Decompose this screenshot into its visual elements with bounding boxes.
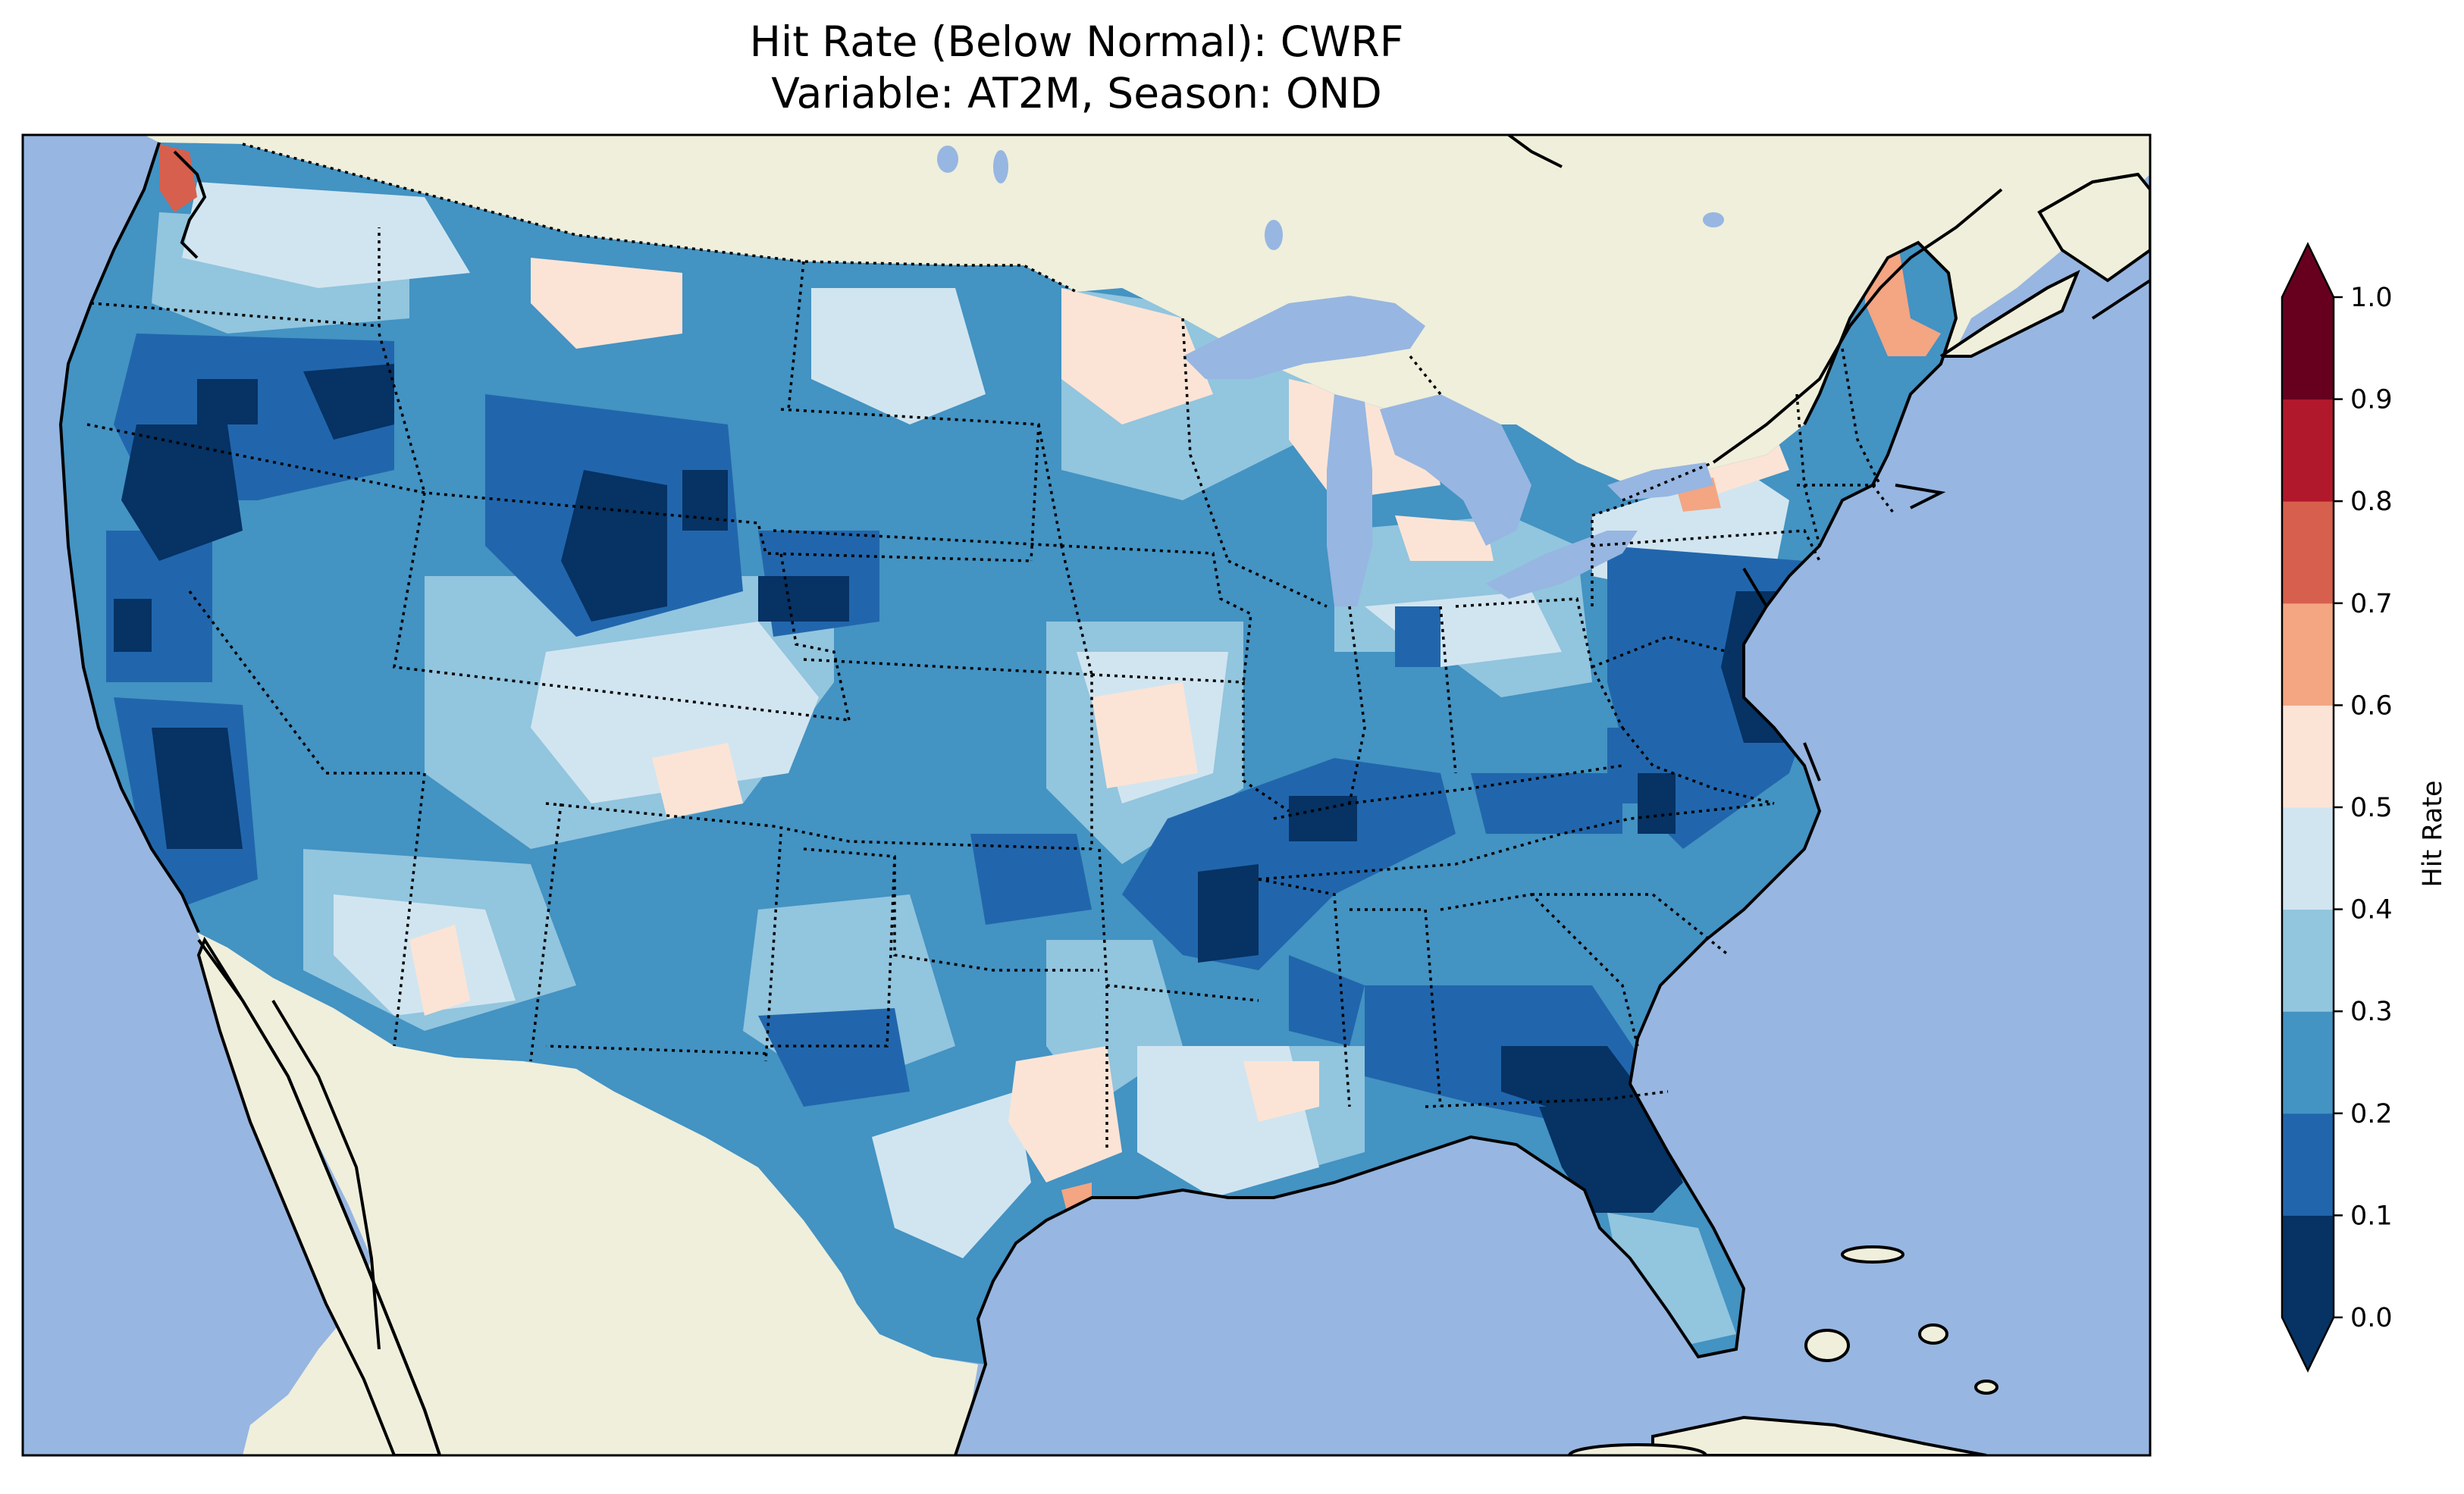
bahama-island xyxy=(1974,1380,1998,1395)
bahama-island xyxy=(1804,1329,1850,1362)
colorbar-segment xyxy=(2282,807,2334,910)
st-lawrence xyxy=(1712,188,2003,464)
map-frame xyxy=(21,133,2152,1457)
lake xyxy=(1265,220,1283,250)
chart-title-line1: Hit Rate (Below Normal): CWRF xyxy=(749,17,1404,66)
lake-huron xyxy=(1380,394,1531,546)
lake-erie xyxy=(1486,531,1638,599)
coastlines xyxy=(58,142,1958,1455)
colorbar-tick-label: 0.1 xyxy=(2350,1201,2393,1231)
colorbar: 0.0 0.1 0.2 0.3 0.4 0.5 0.6 0.7 0.8 0.9 1.0 xyxy=(2281,242,2393,1373)
colorbar-tick-label: 0.7 xyxy=(2350,589,2393,619)
colorbar-tick-label: 0.0 xyxy=(2350,1303,2393,1333)
colorbar-tick-label: 0.9 xyxy=(2350,385,2393,415)
lake-ontario xyxy=(1607,462,1713,500)
colorbar-tick-label: 1.0 xyxy=(2350,283,2393,313)
lake xyxy=(937,146,958,173)
colorbar-segment xyxy=(2282,501,2334,604)
lake-michigan xyxy=(1327,394,1372,606)
colorbar-tick-label: 0.5 xyxy=(2350,793,2393,823)
colorbar-tick-label: 0.8 xyxy=(2350,487,2393,517)
cuba-west-land xyxy=(1568,1443,1707,1455)
colorbar-segment xyxy=(2282,705,2334,808)
colorbar-tick-label: 0.4 xyxy=(2350,895,2393,926)
colorbar-segment xyxy=(2282,297,2334,400)
colorbar-extend-max xyxy=(2282,244,2334,297)
lake xyxy=(993,150,1008,183)
lake-superior xyxy=(1183,296,1425,379)
colorbar-segment xyxy=(2282,603,2334,706)
colorbar-segment xyxy=(2282,1113,2334,1216)
canada-land xyxy=(23,135,2150,485)
colorbar-segment xyxy=(2282,909,2334,1012)
state-borders xyxy=(86,143,1897,1152)
cuba-land xyxy=(1651,1415,1987,1455)
colorbar-segment xyxy=(2282,399,2334,502)
mexico-land xyxy=(197,932,978,1455)
bahama-island xyxy=(1918,1323,1948,1345)
colorbar-label: Hit Rate xyxy=(2418,780,2448,887)
chart-title-line2: Variable: AT2M, Season: OND xyxy=(771,69,1382,117)
lake xyxy=(1703,212,1724,227)
colorbar-segment xyxy=(2282,1011,2334,1114)
canada-coastline xyxy=(1507,135,2150,358)
colorbar-tick-label: 0.6 xyxy=(2350,691,2393,721)
colorbar-extend-min xyxy=(2282,1317,2334,1370)
colorbar-tick-label: 0.3 xyxy=(2350,997,2393,1027)
colorbar-segment xyxy=(2282,1215,2334,1318)
bahama-island xyxy=(1841,1245,1904,1264)
colorbar-tick-label: 0.2 xyxy=(2350,1099,2393,1129)
